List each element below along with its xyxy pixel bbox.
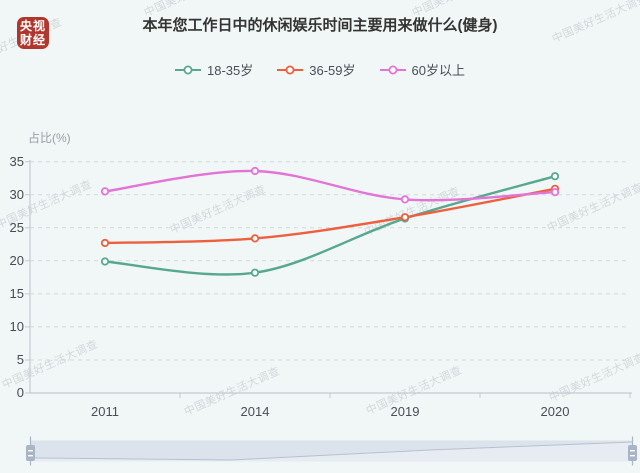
- series-line-18-35岁: [104, 175, 556, 276]
- legend-item-36-59岁[interactable]: 36-59岁: [277, 60, 356, 79]
- y-axis-label: 35: [9, 153, 24, 169]
- legend-label: 36-59岁: [309, 63, 356, 78]
- y-axis-label: 15: [9, 285, 24, 301]
- series-line-60岁以上: [104, 169, 556, 202]
- data-point-36-59岁[interactable]: [250, 234, 260, 243]
- data-point-60岁以上[interactable]: [550, 188, 560, 197]
- y-axis-label: 0: [16, 385, 24, 400]
- logo-text-line1: 央视: [19, 19, 46, 33]
- logo-text-line2: 财经: [19, 33, 46, 47]
- data-point-36-59岁[interactable]: [400, 213, 410, 222]
- y-axis-label: 25: [9, 219, 24, 235]
- x-axis-label: 2014: [240, 404, 270, 419]
- data-point-18-35岁[interactable]: [550, 172, 560, 181]
- legend-marker: [277, 65, 304, 74]
- chart-title: 本年您工作日中的休闲娱乐时间主要用来做什么(健身): [142, 17, 498, 34]
- handle-grip: [630, 455, 635, 457]
- series-line-36-59岁: [104, 187, 556, 245]
- x-axis-label: 2020: [540, 404, 570, 419]
- data-point-60岁以上[interactable]: [400, 195, 410, 204]
- datazoom-handle-left[interactable]: [26, 445, 35, 461]
- legend: 18-35岁 36-59岁 60岁以上: [0, 60, 640, 79]
- handle-grip: [28, 450, 33, 452]
- y-axis-label: 30: [9, 186, 24, 202]
- legend-marker: [379, 65, 406, 74]
- legend-label: 18-35岁: [207, 63, 254, 78]
- data-point-36-59岁[interactable]: [100, 238, 110, 248]
- legend-label: 60岁以上: [411, 63, 465, 78]
- data-point-60岁以上[interactable]: [250, 166, 260, 176]
- legend-item-60岁以上[interactable]: 60岁以上: [379, 60, 465, 79]
- legend-item-18-35岁[interactable]: 18-35岁: [175, 60, 253, 79]
- y-axis-label: 5: [16, 352, 24, 367]
- datazoom-shadow-line: [29, 441, 634, 461]
- data-point-18-35岁[interactable]: [100, 257, 110, 266]
- cctv-finance-logo: 央视 财经: [17, 17, 49, 49]
- x-axis-label: 2019: [390, 404, 420, 419]
- handle-grip: [28, 455, 33, 457]
- handle-grip: [630, 450, 635, 452]
- y-axis-name: 占比(%): [28, 131, 71, 145]
- datazoom-shadow-area: [30, 442, 633, 462]
- data-point-60岁以上[interactable]: [100, 187, 110, 196]
- y-axis-label: 10: [9, 318, 24, 334]
- y-axis-label: 20: [9, 252, 24, 268]
- data-point-18-35岁[interactable]: [250, 268, 260, 277]
- x-axis-label: 2011: [91, 404, 119, 419]
- datazoom-handle-right[interactable]: [628, 445, 637, 461]
- legend-marker: [175, 65, 202, 74]
